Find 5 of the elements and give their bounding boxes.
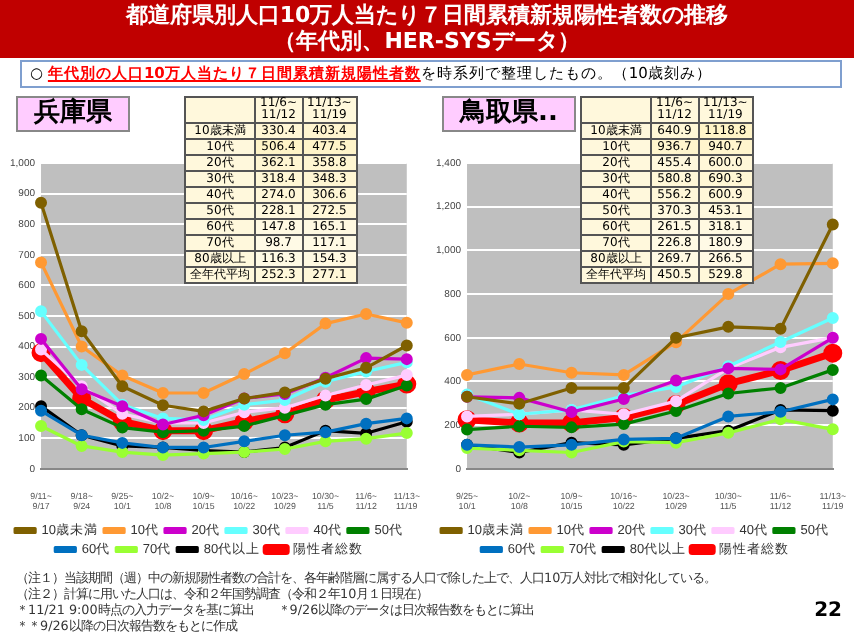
text: 都道府県別人口10万人当たり７日間累積新規陽性者数の推移 xyxy=(125,2,729,28)
chart-title: 鳥取県.. xyxy=(442,96,576,132)
chart-title: 兵庫県 xyxy=(16,96,130,132)
text: 22 xyxy=(814,600,842,622)
text: （年代別、HER-SYSデータ） xyxy=(274,28,580,54)
